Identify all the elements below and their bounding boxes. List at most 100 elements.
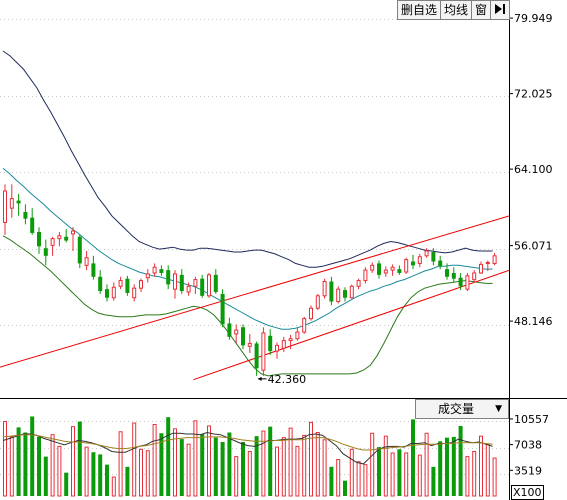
candle (213, 269, 218, 294)
volume-bar (77, 421, 82, 496)
volume-bar (173, 428, 177, 497)
volume-bar (200, 433, 205, 496)
price-tick-label: 72.025 (514, 88, 553, 101)
candle (254, 341, 259, 376)
candle (3, 184, 7, 235)
candle (145, 269, 150, 283)
volume-bar (438, 441, 443, 496)
price-tick-label: 56.071 (514, 240, 553, 253)
volume-bar (43, 456, 48, 496)
candle-body (363, 269, 368, 282)
volume-bar (132, 422, 137, 497)
candle (227, 317, 232, 340)
volume-bar (98, 454, 103, 496)
volume-bar (152, 423, 157, 497)
candle-body (472, 272, 477, 281)
volume-ma-slow-line (2, 434, 493, 451)
candle (125, 275, 130, 296)
candle-body (227, 323, 232, 337)
candle (288, 334, 293, 350)
volume-bar (186, 443, 191, 497)
volume-bar (166, 417, 171, 496)
volume-bar (261, 430, 266, 497)
volume-ma-fast-line (2, 431, 493, 465)
candle (179, 269, 184, 294)
candle-body (275, 344, 279, 352)
candle-body (16, 200, 21, 204)
volume-bar (3, 421, 7, 497)
candle (159, 265, 164, 276)
delete-watchlist-button[interactable]: 删自选 (398, 1, 442, 19)
volume-bar (485, 443, 490, 497)
candle-body (431, 251, 436, 262)
candle (438, 255, 443, 270)
candle-body (139, 280, 143, 289)
candle-body (30, 217, 35, 233)
candle (302, 316, 307, 334)
volume-bar (288, 427, 293, 497)
volume-bar (322, 439, 327, 497)
candle (363, 267, 368, 284)
moving-average-button[interactable]: 均线 (441, 1, 473, 19)
candle (431, 248, 436, 266)
candle-body (288, 338, 293, 342)
volume-bar (50, 434, 55, 497)
upper-band-line (2, 50, 493, 268)
volume-bar (37, 436, 41, 496)
trend-channel (0, 215, 510, 381)
candle (458, 272, 463, 291)
candle-body (3, 190, 7, 223)
volume-indicator-select[interactable]: 成交量 ▼ (415, 399, 509, 419)
volume-bar (404, 452, 409, 497)
candle-body (193, 279, 198, 287)
volume-bar (343, 480, 347, 496)
candle (105, 284, 109, 302)
candle-body (390, 266, 395, 271)
candle-body (166, 270, 171, 285)
volume-moving-averages (2, 431, 493, 465)
volume-bar (315, 432, 320, 497)
candle (64, 229, 69, 243)
candle-body (281, 340, 286, 349)
candle-body (64, 236, 69, 241)
candle-body (179, 274, 184, 292)
candle (492, 252, 497, 266)
candle-body (241, 327, 245, 346)
volume-indicator-label: 成交量 (437, 402, 474, 416)
candle (118, 276, 123, 290)
volume-bar (411, 419, 415, 496)
candle-body (145, 273, 150, 279)
volume-axis-ticks: 10557 7038 3519 (509, 413, 549, 477)
candle (77, 234, 82, 269)
volume-bar (145, 450, 150, 497)
volume-bar (295, 445, 300, 497)
candle (98, 270, 103, 294)
volume-bar (356, 461, 361, 497)
candle (377, 260, 381, 279)
candle-body (77, 236, 82, 264)
candle-body (159, 269, 164, 273)
candle-body (9, 198, 14, 209)
window-button[interactable]: 窗 (472, 1, 492, 19)
candle (404, 257, 409, 274)
candle (57, 231, 62, 247)
candle-body (98, 276, 103, 292)
candle-body (438, 260, 443, 267)
candle-body (247, 342, 252, 347)
volume-bar (479, 435, 483, 497)
volume-bar (275, 446, 279, 497)
candle (275, 342, 279, 359)
candle (139, 278, 143, 293)
candle (268, 329, 273, 355)
volume-bar (458, 425, 463, 496)
volume-bar (363, 464, 368, 497)
candle-body (261, 332, 266, 371)
candle (281, 336, 286, 353)
price-axis-ticks: 79.949 72.025 64.100 56.071 48.146 (509, 12, 553, 328)
candle (465, 272, 470, 292)
candle-body (322, 281, 327, 297)
candle (309, 305, 313, 321)
arrow-right-bar-icon[interactable] (491, 1, 509, 19)
